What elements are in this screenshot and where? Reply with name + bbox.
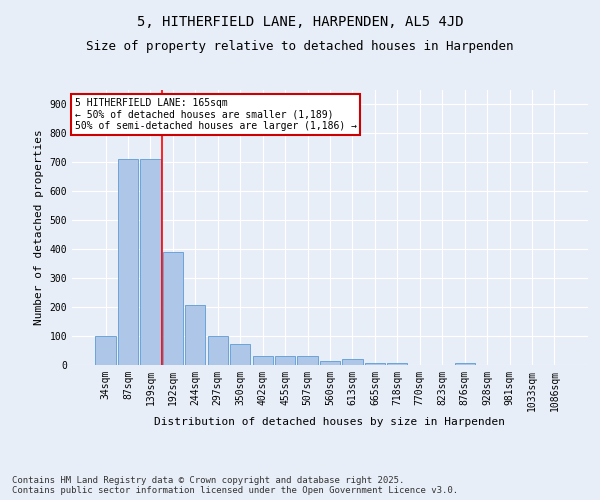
Bar (208, 336, 228, 365)
Bar (387, 363, 407, 365)
Bar (455, 362, 475, 365)
Bar (298, 356, 317, 365)
Y-axis label: Number of detached properties: Number of detached properties (34, 130, 44, 326)
Bar (95, 336, 116, 365)
Bar (253, 356, 273, 365)
Text: Size of property relative to detached houses in Harpenden: Size of property relative to detached ho… (86, 40, 514, 53)
Bar (140, 160, 161, 365)
Bar (230, 344, 250, 365)
Text: 5 HITHERFIELD LANE: 165sqm
← 50% of detached houses are smaller (1,189)
50% of s: 5 HITHERFIELD LANE: 165sqm ← 50% of deta… (74, 98, 356, 132)
Bar (275, 356, 295, 365)
Bar (185, 305, 205, 365)
Text: Contains HM Land Registry data © Crown copyright and database right 2025.
Contai: Contains HM Land Registry data © Crown c… (12, 476, 458, 495)
Bar (118, 160, 138, 365)
Bar (163, 252, 183, 365)
Bar (343, 359, 362, 365)
X-axis label: Distribution of detached houses by size in Harpenden: Distribution of detached houses by size … (155, 416, 505, 426)
Text: 5, HITHERFIELD LANE, HARPENDEN, AL5 4JD: 5, HITHERFIELD LANE, HARPENDEN, AL5 4JD (137, 15, 463, 29)
Bar (320, 360, 340, 365)
Bar (365, 362, 385, 365)
